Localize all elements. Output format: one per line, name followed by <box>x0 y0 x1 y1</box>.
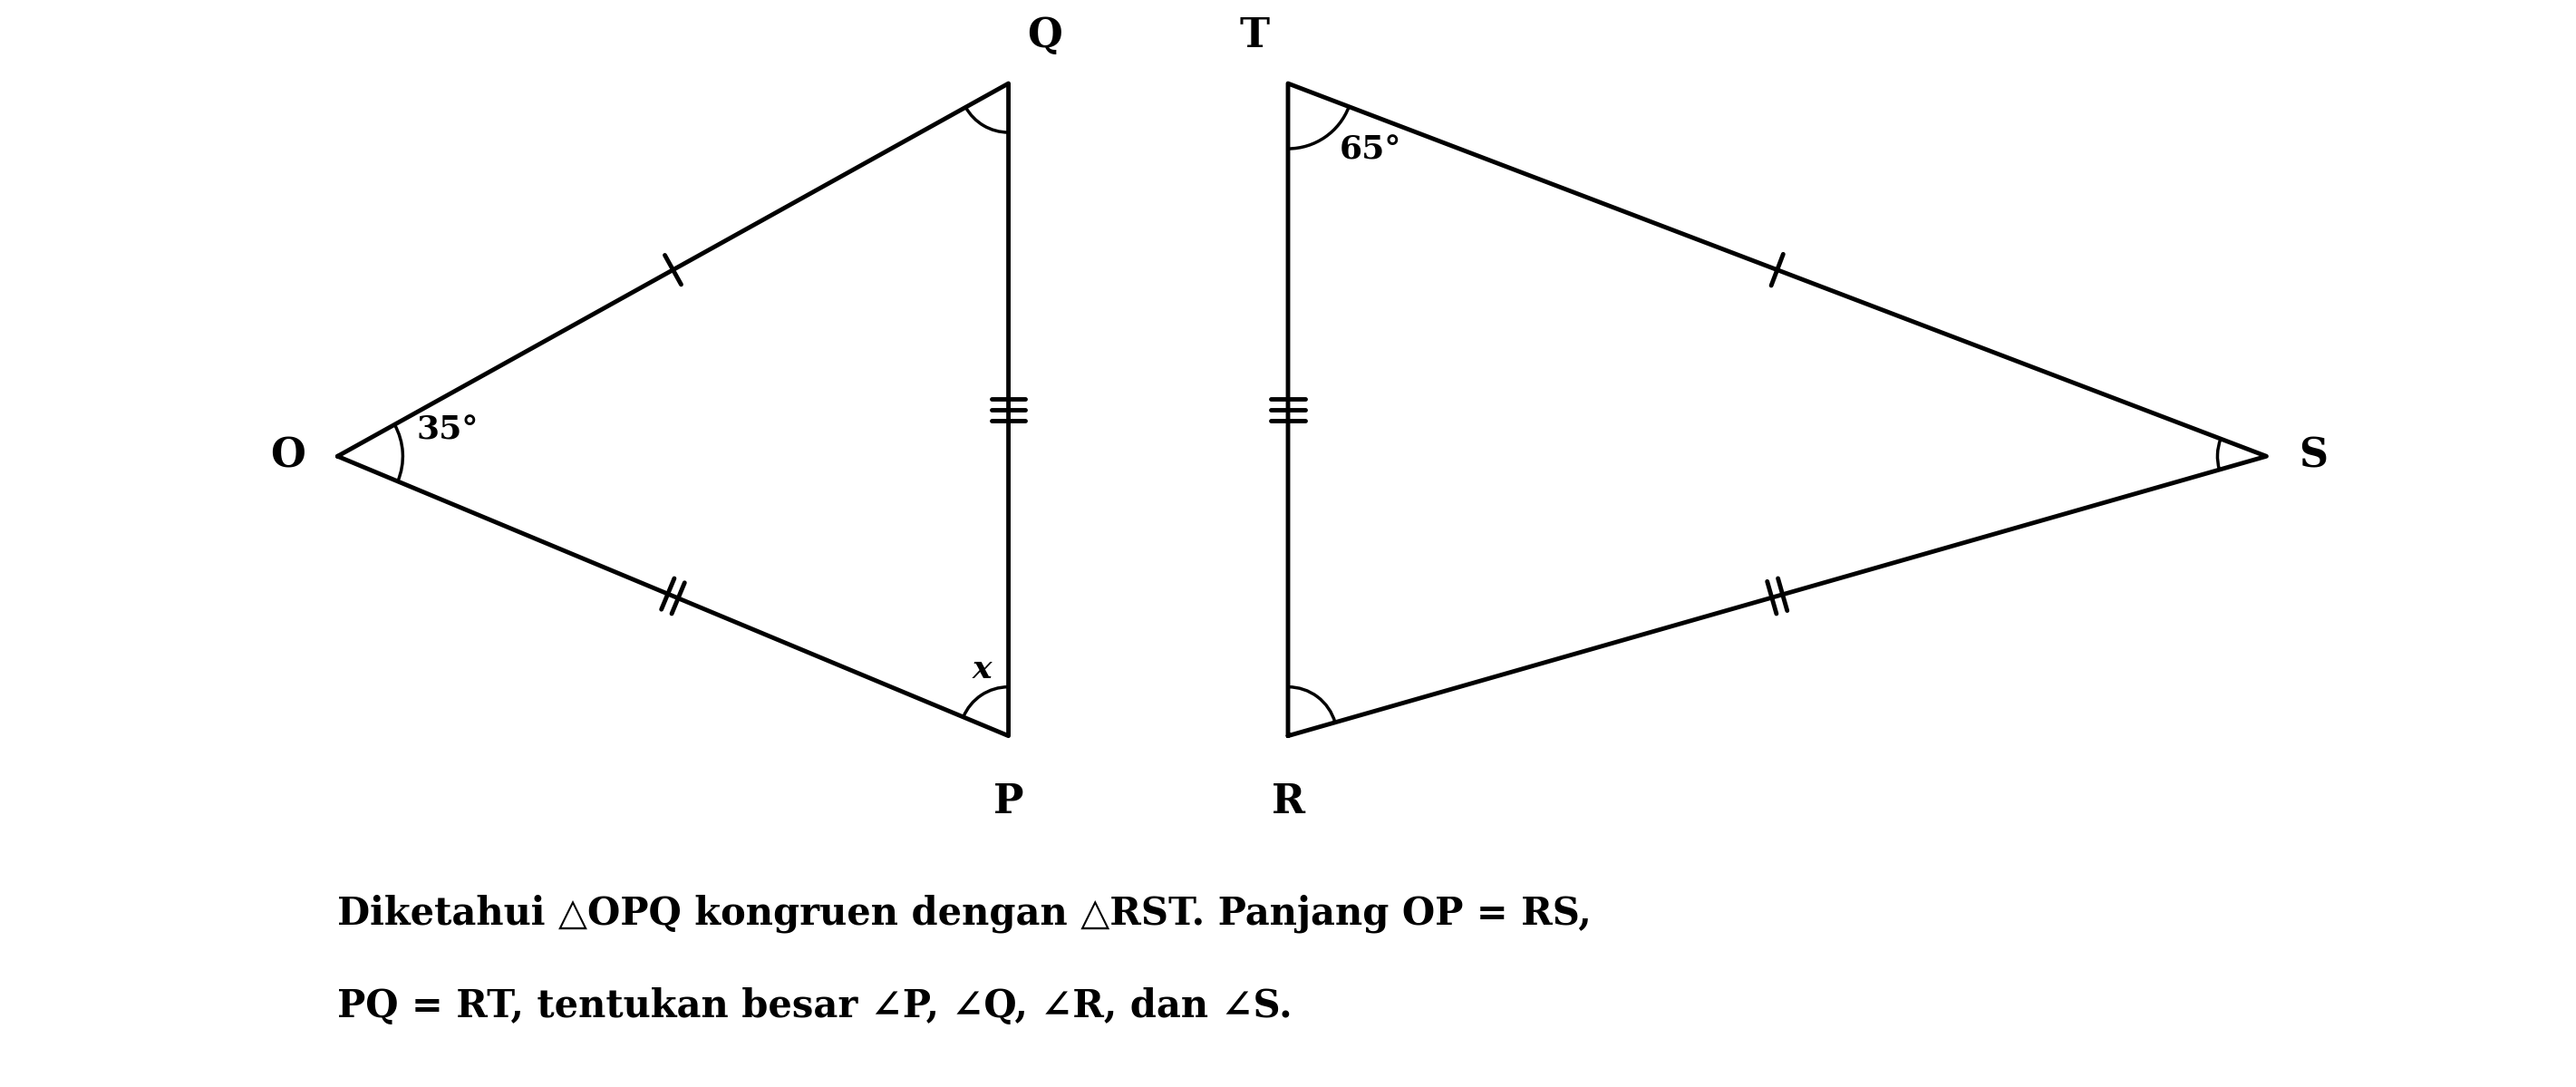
Text: 35°: 35° <box>417 415 479 446</box>
Text: Q: Q <box>1028 16 1061 55</box>
Text: R: R <box>1270 783 1306 822</box>
Text: 65°: 65° <box>1340 135 1401 165</box>
Text: x: x <box>974 653 992 685</box>
Text: PQ = RT, tentukan besar ∠P, ∠Q, ∠R, dan ∠S.: PQ = RT, tentukan besar ∠P, ∠Q, ∠R, dan … <box>337 987 1293 1025</box>
Text: T: T <box>1239 16 1270 55</box>
Text: S: S <box>2298 437 2329 476</box>
Text: O: O <box>270 437 304 476</box>
Text: P: P <box>994 783 1023 822</box>
Text: Diketahui △OPQ kongruen dengan △RST. Panjang OP = RS,: Diketahui △OPQ kongruen dengan △RST. Pan… <box>337 895 1592 933</box>
